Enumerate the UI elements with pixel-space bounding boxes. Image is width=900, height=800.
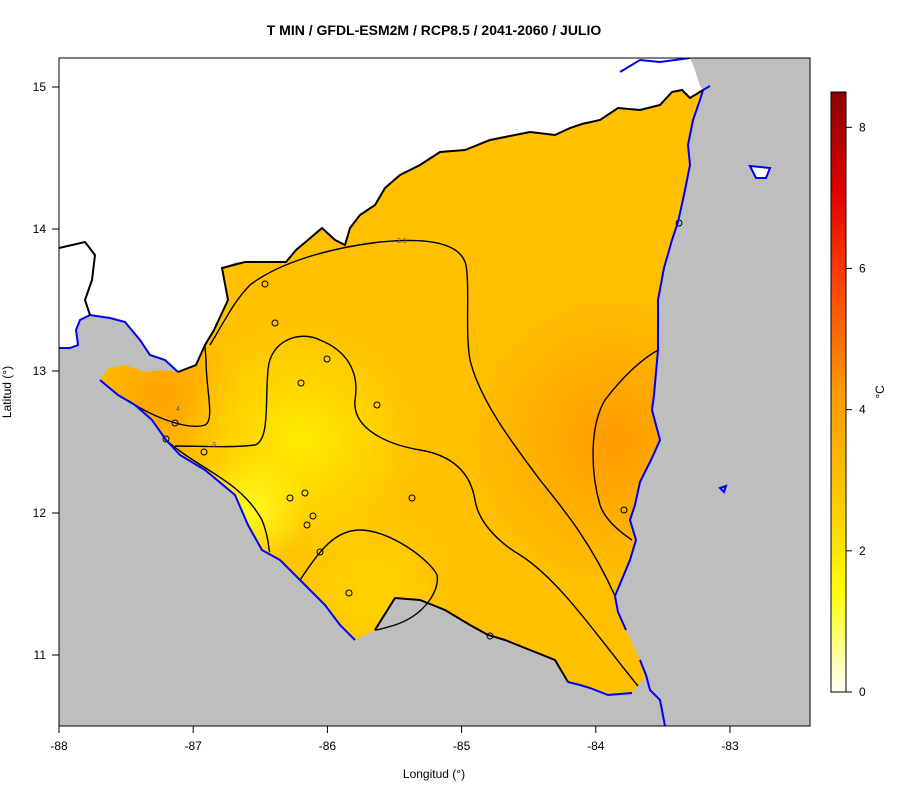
- station-marker: [271, 319, 279, 327]
- station-marker: [316, 548, 324, 556]
- colorbar-tick-label: 2: [859, 544, 866, 558]
- station-marker: [309, 512, 317, 520]
- plot-area: 4 3.5 3: [59, 58, 810, 726]
- honduras-land: [59, 58, 703, 372]
- station-marker: [373, 401, 381, 409]
- contour-label: 4: [176, 406, 180, 413]
- colorbar-tick-label: 4: [859, 403, 866, 417]
- colorbar: 8 6 4 2 0 °C: [830, 91, 887, 699]
- station-marker: [286, 494, 294, 502]
- station-marker: [171, 419, 179, 427]
- contour-line: [174, 335, 639, 687]
- x-tick-label: -83: [721, 739, 739, 753]
- station-marker: [323, 355, 331, 363]
- colorbar-tick-label: 6: [859, 261, 866, 275]
- stations: [162, 219, 683, 640]
- station-marker: [303, 521, 311, 529]
- x-tick-label: -87: [185, 739, 203, 753]
- colorbar-strip: [830, 91, 847, 693]
- x-axis-label: Longitud (°): [403, 767, 465, 781]
- contour-line: [592, 349, 659, 541]
- station-marker: [162, 435, 170, 443]
- colorbar-unit: °C: [873, 385, 887, 399]
- contour-lines: [134, 239, 659, 687]
- station-marker: [345, 589, 353, 597]
- coastline: [59, 58, 772, 726]
- x-axis: -88 -87 -86 -85 -84 -83 Longitud (°): [50, 725, 739, 781]
- x-tick-label: -88: [50, 739, 68, 753]
- y-tick-label: 13: [33, 364, 47, 378]
- y-axis: 15 14 13 12 11 Latitud (°): [0, 80, 60, 662]
- map-title: T MIN / GFDL-ESM2M / RCP8.5 / 2041-2060 …: [267, 22, 602, 38]
- borders: [59, 88, 704, 683]
- contour-line: [299, 529, 439, 631]
- x-tick-label: -86: [319, 739, 337, 753]
- x-tick-label: -84: [587, 739, 605, 753]
- y-tick-label: 14: [33, 222, 47, 236]
- station-marker: [408, 494, 416, 502]
- station-marker: [620, 506, 628, 514]
- y-tick-label: 15: [33, 80, 47, 94]
- x-tick-label: -85: [453, 739, 471, 753]
- station-marker: [297, 379, 305, 387]
- contour-labels: 4 3.5 3: [176, 238, 407, 449]
- colorbar-tick-label: 0: [859, 685, 866, 699]
- station-marker: [200, 448, 208, 456]
- station-marker: [301, 489, 309, 497]
- contour-line: [134, 344, 211, 427]
- temperature-field: [100, 90, 703, 695]
- y-tick-label: 12: [33, 506, 47, 520]
- contour-label: 3.5: [397, 238, 407, 245]
- colorbar-tick-label: 8: [859, 120, 866, 134]
- y-axis-label: Latitud (°): [0, 366, 14, 418]
- station-marker: [261, 280, 269, 288]
- y-tick-label: 11: [34, 648, 47, 662]
- contour-label: 3: [212, 442, 216, 449]
- contour-line: [165, 439, 271, 553]
- contour-line: [209, 239, 616, 597]
